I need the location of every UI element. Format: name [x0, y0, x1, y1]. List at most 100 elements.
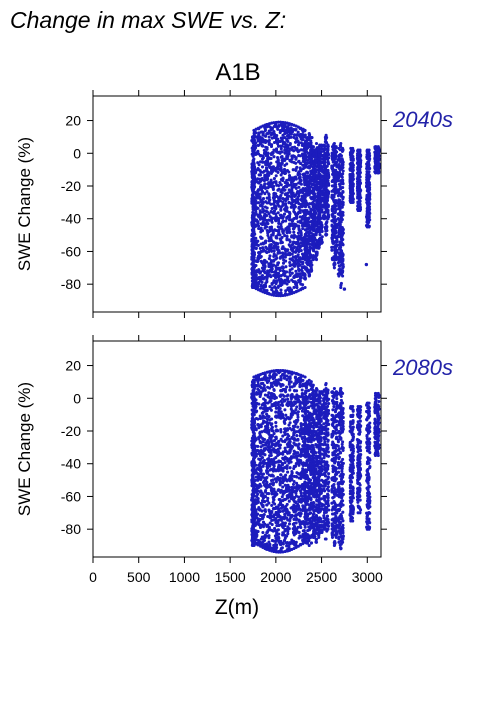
data-point [261, 464, 265, 468]
data-point [303, 172, 307, 176]
data-point [283, 125, 287, 129]
data-point [267, 428, 271, 432]
data-point [305, 250, 309, 254]
data-point [261, 505, 265, 509]
data-point [279, 274, 283, 278]
data-point [269, 156, 273, 161]
data-point [270, 270, 274, 274]
data-point [301, 283, 305, 287]
data-point [367, 205, 372, 209]
data-point [263, 182, 267, 186]
data-point [254, 131, 258, 135]
data-point [320, 235, 324, 239]
data-point [277, 274, 281, 278]
data-point [252, 434, 256, 438]
data-point [359, 165, 363, 169]
data-point [252, 182, 256, 186]
data-point [340, 205, 344, 209]
data-point [326, 147, 330, 151]
data-point [265, 206, 269, 210]
data-point [278, 256, 282, 260]
data-point [270, 126, 274, 130]
data-point [340, 158, 345, 162]
data-point [341, 163, 345, 167]
data-point [279, 224, 283, 229]
data-point [265, 247, 269, 251]
data-point [256, 143, 260, 147]
data-point [358, 171, 362, 175]
data-point [357, 185, 362, 189]
data-point [274, 174, 278, 178]
data-point [301, 257, 305, 261]
data-point [307, 205, 311, 209]
data-point [367, 225, 371, 229]
data-point [357, 175, 361, 179]
data-point [280, 144, 284, 148]
data-point [285, 238, 289, 242]
data-point [299, 275, 303, 279]
data-point [251, 401, 255, 405]
data-point [340, 270, 344, 274]
data-point [305, 219, 309, 223]
data-point [303, 272, 307, 276]
data-point [307, 274, 311, 278]
data-point [289, 135, 293, 139]
data-point [299, 182, 303, 186]
data-point [320, 241, 324, 245]
data-point [377, 148, 381, 152]
data-point [283, 274, 287, 278]
data-point [272, 280, 276, 284]
data-point [251, 145, 255, 149]
data-point [280, 240, 284, 245]
data-point [367, 166, 371, 170]
data-point [296, 231, 300, 235]
data-point [260, 523, 264, 527]
data-point [260, 280, 264, 284]
data-point [368, 191, 372, 195]
data-point [265, 289, 269, 293]
data-point [274, 289, 279, 293]
data-point [294, 168, 298, 172]
data-point [265, 189, 269, 194]
data-point [254, 463, 258, 467]
data-point [267, 460, 271, 464]
data-point [263, 215, 267, 220]
data-point [251, 420, 256, 424]
data-point [272, 155, 276, 159]
data-point [260, 456, 265, 460]
data-point [272, 432, 276, 436]
data-point [286, 248, 290, 252]
data-point [282, 229, 286, 233]
data-point [256, 136, 260, 140]
data-point [298, 132, 302, 137]
data-point [269, 399, 273, 403]
data-point [261, 197, 266, 201]
data-point [288, 260, 292, 265]
data-point [253, 212, 257, 216]
data-point [270, 249, 274, 253]
data-point [272, 184, 276, 188]
data-point [276, 137, 280, 141]
data-point [350, 154, 354, 158]
data-point [297, 250, 301, 254]
data-point [263, 192, 267, 196]
data-point [305, 246, 309, 250]
data-point [300, 215, 304, 219]
data-point [258, 173, 263, 177]
data-point [325, 220, 329, 224]
data-point [265, 186, 269, 190]
data-point [251, 273, 255, 277]
data-point [289, 159, 293, 163]
data-point [358, 157, 362, 161]
data-point [358, 181, 363, 185]
data-point [276, 120, 280, 124]
data-point [292, 233, 296, 237]
data-point [265, 210, 269, 214]
data-point [257, 152, 261, 156]
data-point [309, 267, 313, 271]
data-point [267, 257, 271, 261]
data-point [285, 234, 289, 238]
data-point [334, 239, 338, 243]
data-point [311, 145, 315, 149]
data-point [281, 251, 285, 255]
